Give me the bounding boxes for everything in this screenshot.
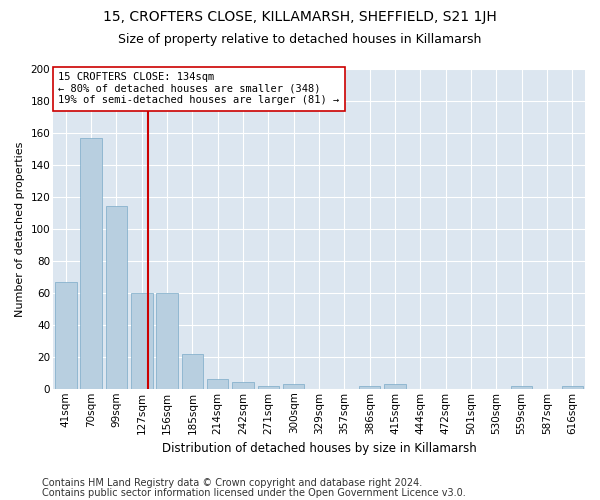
Text: 15 CROFTERS CLOSE: 134sqm
← 80% of detached houses are smaller (348)
19% of semi: 15 CROFTERS CLOSE: 134sqm ← 80% of detac… xyxy=(58,72,340,106)
Text: Contains HM Land Registry data © Crown copyright and database right 2024.: Contains HM Land Registry data © Crown c… xyxy=(42,478,422,488)
Bar xyxy=(157,293,178,389)
Text: 15, CROFTERS CLOSE, KILLAMARSH, SHEFFIELD, S21 1JH: 15, CROFTERS CLOSE, KILLAMARSH, SHEFFIEL… xyxy=(103,10,497,24)
Y-axis label: Number of detached properties: Number of detached properties xyxy=(15,141,25,316)
Bar xyxy=(562,386,583,389)
Bar xyxy=(384,384,406,389)
Bar xyxy=(232,382,254,389)
Bar xyxy=(106,206,127,389)
Text: Size of property relative to detached houses in Killamarsh: Size of property relative to detached ho… xyxy=(118,32,482,46)
X-axis label: Distribution of detached houses by size in Killamarsh: Distribution of detached houses by size … xyxy=(161,442,476,455)
Bar xyxy=(511,386,532,389)
Bar xyxy=(55,282,77,389)
Bar xyxy=(80,138,102,389)
Bar xyxy=(131,293,152,389)
Bar xyxy=(257,386,279,389)
Text: Contains public sector information licensed under the Open Government Licence v3: Contains public sector information licen… xyxy=(42,488,466,498)
Bar xyxy=(182,354,203,389)
Bar xyxy=(359,386,380,389)
Bar xyxy=(207,379,229,389)
Bar xyxy=(283,384,304,389)
